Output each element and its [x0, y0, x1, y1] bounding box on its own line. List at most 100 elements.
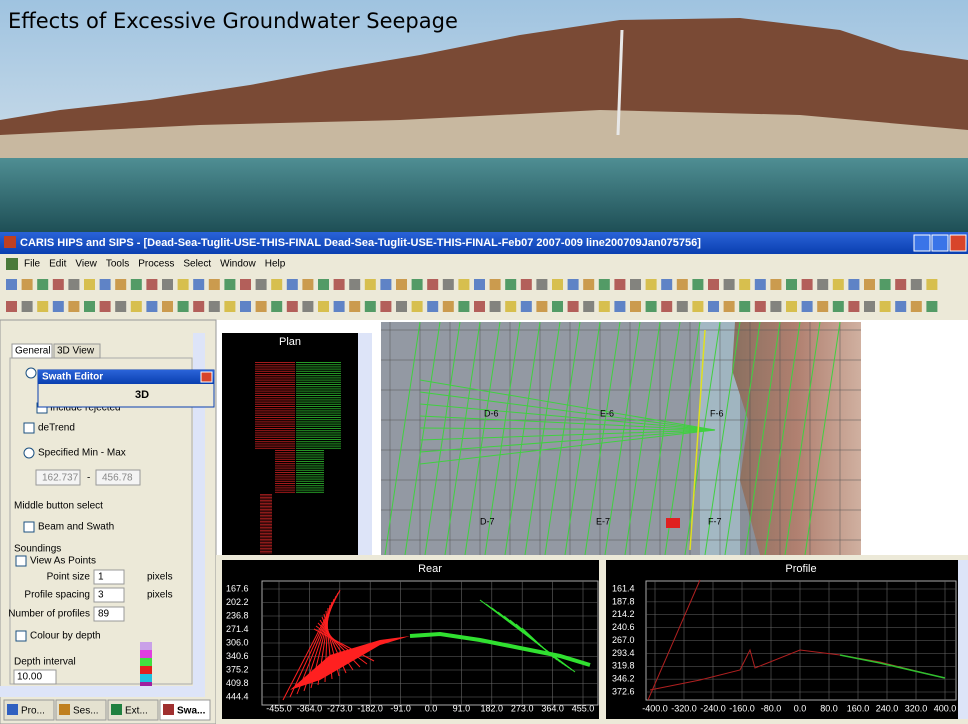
- tool-button[interactable]: [68, 279, 79, 290]
- profile-scrollbar[interactable]: [958, 560, 968, 719]
- tool-button[interactable]: [599, 301, 610, 312]
- tool-button[interactable]: [802, 301, 813, 312]
- tool-button[interactable]: [146, 301, 157, 312]
- maximize-button[interactable]: [932, 235, 948, 251]
- close-button[interactable]: [950, 235, 966, 251]
- tool-button[interactable]: [739, 279, 750, 290]
- tool-button[interactable]: [552, 301, 563, 312]
- tool-button[interactable]: [474, 279, 485, 290]
- tool-button[interactable]: [427, 279, 438, 290]
- tool-button[interactable]: [365, 301, 376, 312]
- tool-button[interactable]: [630, 279, 641, 290]
- plan-scrollbar[interactable]: [358, 333, 372, 555]
- tool-button[interactable]: [583, 279, 594, 290]
- tool-button[interactable]: [349, 301, 360, 312]
- button-3d[interactable]: 3D: [135, 389, 149, 401]
- tool-button[interactable]: [240, 301, 251, 312]
- tool-button[interactable]: [724, 279, 735, 290]
- tool-button[interactable]: [209, 279, 220, 290]
- tool-button[interactable]: [786, 301, 797, 312]
- tool-button[interactable]: [911, 301, 922, 312]
- tool-button[interactable]: [287, 279, 298, 290]
- tool-button[interactable]: [37, 301, 48, 312]
- tool-button[interactable]: [521, 279, 532, 290]
- tool-button[interactable]: [833, 279, 844, 290]
- tool-button[interactable]: [692, 301, 703, 312]
- menu-item[interactable]: Help: [265, 259, 286, 270]
- tool-button[interactable]: [739, 301, 750, 312]
- radio-specified[interactable]: [24, 448, 34, 458]
- tool-button[interactable]: [802, 279, 813, 290]
- tool-button[interactable]: [100, 301, 111, 312]
- tool-button[interactable]: [755, 279, 766, 290]
- tool-button[interactable]: [864, 279, 875, 290]
- tool-button[interactable]: [271, 301, 282, 312]
- tool-button[interactable]: [178, 301, 189, 312]
- tool-button[interactable]: [115, 279, 126, 290]
- menu-item[interactable]: Process: [138, 259, 174, 270]
- tool-button[interactable]: [490, 279, 501, 290]
- tool-button[interactable]: [6, 279, 17, 290]
- menu-item[interactable]: Window: [220, 259, 256, 270]
- tool-button[interactable]: [22, 301, 33, 312]
- tool-button[interactable]: [334, 279, 345, 290]
- tool-button[interactable]: [240, 279, 251, 290]
- tool-button[interactable]: [256, 279, 267, 290]
- tool-button[interactable]: [880, 301, 891, 312]
- tool-button[interactable]: [786, 279, 797, 290]
- tool-button[interactable]: [505, 279, 516, 290]
- tool-button[interactable]: [53, 301, 64, 312]
- tool-button[interactable]: [692, 279, 703, 290]
- tool-button[interactable]: [115, 301, 126, 312]
- tool-button[interactable]: [318, 279, 329, 290]
- tool-button[interactable]: [193, 279, 204, 290]
- tool-button[interactable]: [474, 301, 485, 312]
- tool-button[interactable]: [443, 301, 454, 312]
- swath-close[interactable]: [201, 372, 212, 382]
- tool-button[interactable]: [256, 301, 267, 312]
- tool-button[interactable]: [380, 279, 391, 290]
- tool-button[interactable]: [755, 301, 766, 312]
- tool-button[interactable]: [864, 301, 875, 312]
- tool-button[interactable]: [880, 279, 891, 290]
- tool-button[interactable]: [568, 301, 579, 312]
- menu-item[interactable]: File: [24, 259, 41, 270]
- tool-button[interactable]: [412, 301, 423, 312]
- tool-button[interactable]: [646, 301, 657, 312]
- menu-item[interactable]: View: [75, 259, 97, 270]
- tool-button[interactable]: [100, 279, 111, 290]
- tool-button[interactable]: [661, 279, 672, 290]
- check-colour[interactable]: [16, 631, 26, 641]
- tool-button[interactable]: [193, 301, 204, 312]
- tool-button[interactable]: [380, 301, 391, 312]
- radio-auto[interactable]: [26, 368, 36, 378]
- tool-button[interactable]: [396, 279, 407, 290]
- tool-button[interactable]: [53, 279, 64, 290]
- tool-button[interactable]: [349, 279, 360, 290]
- tool-button[interactable]: [552, 279, 563, 290]
- tool-button[interactable]: [505, 301, 516, 312]
- minimize-button[interactable]: [914, 235, 930, 251]
- tool-button[interactable]: [365, 279, 376, 290]
- tool-button[interactable]: [708, 279, 719, 290]
- tool-button[interactable]: [334, 301, 345, 312]
- tool-button[interactable]: [521, 301, 532, 312]
- tool-button[interactable]: [614, 279, 625, 290]
- tool-button[interactable]: [178, 279, 189, 290]
- tool-button[interactable]: [37, 279, 48, 290]
- tool-button[interactable]: [162, 279, 173, 290]
- tool-button[interactable]: [209, 301, 220, 312]
- tool-button[interactable]: [708, 301, 719, 312]
- menu-item[interactable]: Edit: [49, 259, 66, 270]
- tool-button[interactable]: [396, 301, 407, 312]
- tool-button[interactable]: [458, 279, 469, 290]
- tool-button[interactable]: [599, 279, 610, 290]
- tool-button[interactable]: [630, 301, 641, 312]
- tool-button[interactable]: [131, 301, 142, 312]
- tool-button[interactable]: [536, 301, 547, 312]
- tool-button[interactable]: [848, 279, 859, 290]
- tool-button[interactable]: [412, 279, 423, 290]
- tool-button[interactable]: [724, 301, 735, 312]
- tool-button[interactable]: [84, 301, 95, 312]
- tool-button[interactable]: [427, 301, 438, 312]
